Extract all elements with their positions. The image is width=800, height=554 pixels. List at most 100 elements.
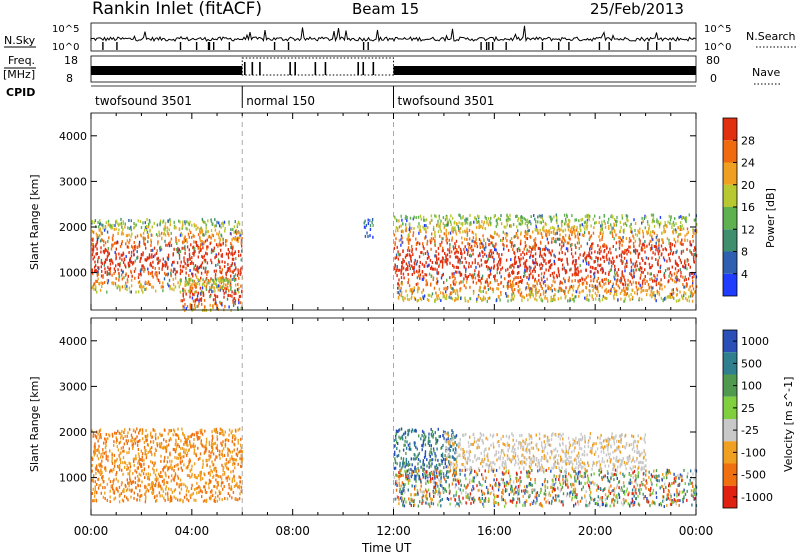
range-gate-cell	[489, 286, 491, 290]
power-colorbar-swatches	[723, 118, 737, 296]
range-gate-cell	[682, 227, 685, 231]
range-gate-cell	[193, 448, 196, 452]
range-gate-cell	[614, 277, 616, 281]
range-gate-cell	[185, 448, 187, 452]
range-gate-cell	[111, 456, 113, 460]
range-gate-cell	[157, 278, 160, 282]
range-gate-cell	[100, 265, 102, 269]
range-gate-cell	[636, 249, 639, 253]
range-gate-cell	[561, 240, 563, 244]
range-gate-cell	[430, 267, 432, 270]
range-gate-cell	[615, 220, 618, 224]
range-gate-cell	[126, 442, 128, 445]
range-gate-cell	[426, 242, 428, 246]
range-gate-cell	[409, 226, 411, 230]
range-gate-cell	[117, 262, 119, 266]
range-gate-cell	[508, 285, 510, 289]
range-gate-cell	[679, 232, 682, 236]
range-gate-cell	[201, 217, 204, 221]
range-gate-cell	[466, 217, 469, 221]
range-gate-cell	[440, 259, 443, 263]
range-gate-cell	[144, 500, 147, 504]
range-gate-cell	[232, 257, 235, 261]
range-gate-cell	[601, 270, 604, 274]
range-gate-cell	[627, 278, 629, 282]
range-gate-cell	[546, 277, 548, 281]
range-gate-cell	[394, 263, 396, 267]
range-gate-cell	[492, 244, 494, 247]
range-gate-cell	[559, 237, 561, 241]
range-gate-cell	[119, 264, 121, 268]
range-gate-cell	[494, 274, 496, 278]
range-gate-cell	[163, 481, 166, 485]
range-gate-cell	[478, 238, 481, 241]
range-gate-cell	[195, 243, 198, 247]
range-gate-cell	[105, 457, 107, 461]
range-gate-cell	[141, 469, 143, 473]
range-gate-cell	[418, 287, 420, 290]
range-gate-cell	[211, 290, 213, 294]
range-gate-cell	[426, 257, 429, 260]
range-gate-cell	[448, 249, 451, 253]
range-gate-cell	[512, 244, 515, 248]
range-gate-cell	[437, 219, 439, 223]
range-gate-cell	[599, 228, 602, 232]
range-gate-cell	[569, 285, 571, 289]
range-gate-cell	[657, 252, 660, 256]
range-gate-cell	[111, 273, 113, 277]
range-gate-cell	[586, 293, 588, 297]
range-gate-cell	[199, 435, 201, 439]
range-gate-cell	[465, 280, 468, 284]
range-gate-cell	[100, 246, 102, 250]
range-gate-cell	[123, 431, 125, 434]
range-gate-cell	[206, 270, 208, 274]
range-gate-cell	[221, 285, 223, 289]
range-gate-cell	[515, 281, 518, 285]
range-gate-cell	[196, 269, 198, 273]
range-gate-cell	[215, 294, 217, 298]
range-gate-cell	[434, 230, 436, 234]
range-gate-cell	[163, 466, 165, 470]
range-gate-cell	[173, 469, 175, 472]
range-gate-cell	[594, 221, 596, 225]
range-gate-cell	[689, 265, 691, 269]
range-gate-cell	[109, 480, 112, 484]
range-gate-cell	[138, 280, 141, 284]
range-gate-cell	[222, 289, 225, 292]
range-gate-cell	[422, 225, 424, 229]
range-gate-cell	[422, 295, 424, 299]
range-gate-cell	[200, 489, 202, 493]
range-gate-cell	[556, 228, 558, 232]
range-gate-cell	[214, 297, 216, 301]
range-gate-cell	[212, 463, 214, 467]
range-gate-cell	[206, 252, 208, 256]
range-gate-cell	[191, 272, 193, 276]
range-gate-cell	[514, 276, 516, 280]
range-gate-cell	[147, 272, 150, 276]
range-gate-cell	[137, 493, 139, 497]
range-gate-cell	[672, 252, 674, 256]
range-gate-cell	[177, 456, 180, 460]
range-gate-cell	[133, 269, 136, 273]
range-gate-cell	[226, 270, 228, 274]
range-gate-cell	[519, 248, 521, 252]
range-gate-cell	[170, 274, 172, 278]
range-gate-cell	[487, 288, 490, 291]
range-gate-cell	[215, 301, 217, 305]
range-gate-cell	[224, 260, 226, 264]
range-gate-cell	[174, 488, 177, 492]
range-gate-cell	[222, 469, 224, 472]
range-gate-cell	[184, 451, 186, 455]
range-gate-cell	[618, 246, 621, 250]
range-gate-cell	[192, 286, 194, 290]
range-gate-cell	[215, 303, 218, 307]
range-gate-cell	[144, 452, 146, 456]
range-gate-cell	[519, 242, 522, 246]
range-gate-cell	[630, 226, 632, 230]
range-gate-cell	[155, 432, 157, 436]
range-gate-cell	[529, 291, 531, 295]
range-gate-cell	[506, 239, 508, 243]
range-gate-cell	[624, 278, 626, 282]
range-gate-cell	[685, 292, 687, 296]
range-gate-cell	[149, 447, 152, 451]
